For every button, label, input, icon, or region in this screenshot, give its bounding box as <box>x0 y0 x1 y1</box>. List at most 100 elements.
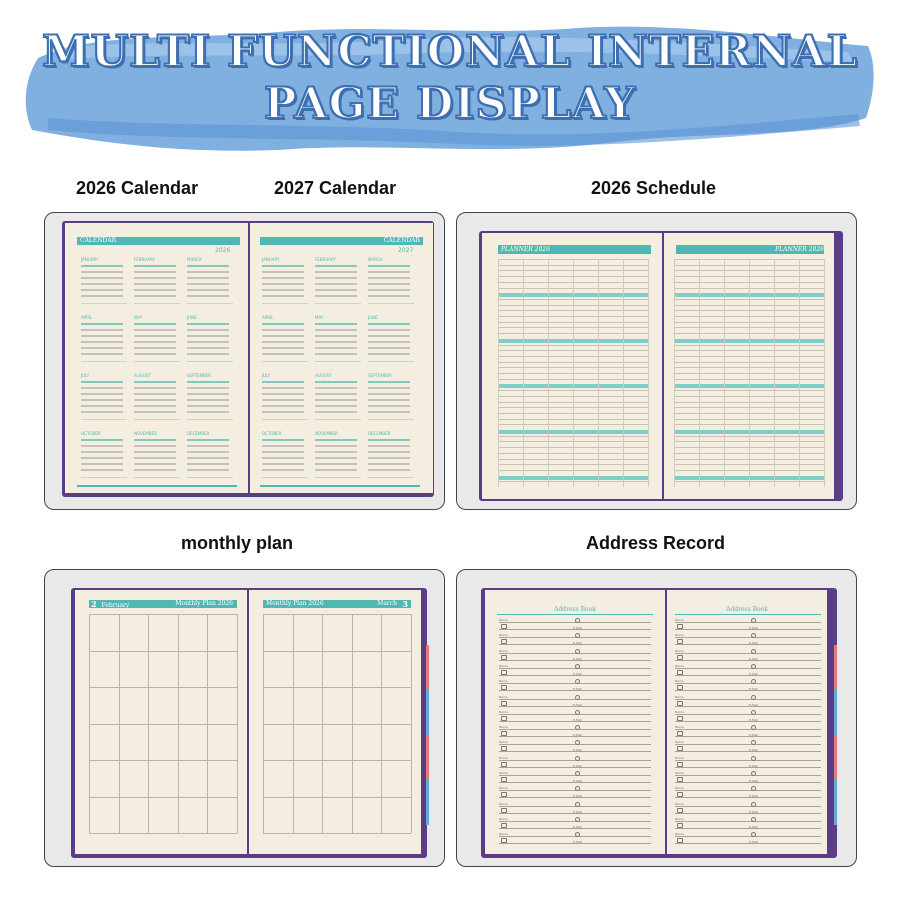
calendar-week-row <box>368 323 410 325</box>
calendar-week-row <box>134 347 176 349</box>
calendar-month-name: SEPTEMBER <box>368 373 392 378</box>
calendar-week-row <box>134 289 176 291</box>
phone-icon <box>677 792 683 798</box>
calendar-week-row <box>262 283 304 285</box>
calendar-week-row <box>187 463 229 465</box>
home-icon <box>751 694 756 700</box>
address-email-label: E-Mail <box>749 687 759 692</box>
monthly-col-line <box>118 614 120 833</box>
calendar-month-name: MAY <box>315 315 324 320</box>
address-line <box>499 782 651 783</box>
calendar-divider <box>262 419 308 420</box>
calendar-week-row <box>315 469 357 471</box>
calendar-week-row <box>81 265 123 267</box>
phone-icon <box>501 731 507 737</box>
phone-icon <box>677 731 683 737</box>
phone-icon <box>677 838 683 844</box>
address-line <box>499 812 651 814</box>
calendar-week-row <box>368 295 410 297</box>
calendar-week-row <box>262 341 304 343</box>
calendar-week-row <box>81 329 123 331</box>
address-name-label: Name <box>499 740 508 745</box>
calendar-week-row <box>187 387 229 389</box>
address-right-page: Address Book Name E-Mail Name E-Mail Name E-M… <box>667 590 827 854</box>
calendar-left-footer-bar <box>77 485 237 487</box>
calendar-month-name: JULY <box>81 373 90 378</box>
calendar-week-row <box>368 387 410 389</box>
address-email-label: E-Mail <box>749 702 759 707</box>
calendar-divider <box>81 477 127 478</box>
calendar-week-row <box>315 323 357 325</box>
address-email-label: E-Mail <box>749 748 759 753</box>
phone-icon <box>677 761 683 767</box>
calendar-week-row <box>315 295 357 297</box>
monthly-row-line <box>263 687 411 688</box>
calendar-week-row <box>187 381 229 383</box>
panel-monthly: 2 February Monthly Plan 2026 Monthly Pla… <box>44 569 445 867</box>
schedule-col <box>623 259 624 487</box>
label-2026-calendar: 2026 Calendar <box>76 178 199 198</box>
calendar-week-row <box>187 283 229 285</box>
monthly-col-line <box>381 614 383 833</box>
address-line <box>675 705 821 707</box>
home-icon <box>575 648 580 654</box>
monthly-right-page: Monthly Plan 2026 March 3 <box>249 590 421 854</box>
calendar-week-row <box>134 323 176 325</box>
calendar-divider <box>134 303 180 304</box>
calendar-week-row <box>134 445 176 447</box>
address-line <box>499 705 651 707</box>
address-email-label: E-Mail <box>749 717 759 722</box>
calendar-right-header: CALENDAR <box>260 237 423 245</box>
monthly-row-line <box>263 614 411 615</box>
calendar-week-row <box>315 283 357 285</box>
calendar-week-row <box>262 329 304 331</box>
calendar-week-row <box>187 451 229 453</box>
address-line <box>675 652 821 654</box>
phone-icon <box>501 639 507 645</box>
calendar-week-row <box>134 335 176 337</box>
calendar-divider <box>81 361 127 362</box>
monthly-right-month-num: 3 <box>402 599 408 609</box>
calendar-week-row <box>134 387 176 389</box>
calendar-week-row <box>134 329 176 331</box>
address-left-rule <box>497 614 653 615</box>
address-line <box>499 751 651 752</box>
calendar-week-row <box>315 335 357 337</box>
calendar-week-row <box>368 439 410 441</box>
address-email-label: E-Mail <box>573 824 583 829</box>
calendar-week-row <box>187 277 229 279</box>
index-tab-red <box>834 645 837 690</box>
address-name-label: Name <box>675 725 684 730</box>
address-line <box>675 659 821 661</box>
calendar-divider <box>368 419 414 420</box>
home-icon <box>751 771 756 776</box>
calendar-week-row <box>315 399 357 401</box>
calendar-divider <box>187 477 233 478</box>
address-line <box>675 720 821 722</box>
address-email-label: E-Mail <box>573 809 583 814</box>
address-left-page: Address Book Name E-Mail Name E-Mail Name E-M… <box>485 590 665 854</box>
calendar-week-row <box>134 399 176 401</box>
calendar-week-row <box>315 353 357 355</box>
address-line <box>499 797 651 798</box>
banner-brush <box>25 26 874 151</box>
calendar-week-row <box>368 353 410 355</box>
calendar-week-row <box>368 283 410 285</box>
monthly-col-line <box>322 614 324 833</box>
calendar-right-footer-bar <box>260 485 420 487</box>
index-tab-blue <box>426 690 429 735</box>
phone-icon <box>677 822 683 828</box>
address-line <box>499 827 651 829</box>
address-email-label: E-Mail <box>749 763 759 768</box>
calendar-week-row <box>368 411 410 413</box>
address-email-label: E-Mail <box>749 779 759 783</box>
calendar-month-name: APRIL <box>81 315 93 320</box>
monthly-right-month-name: March <box>377 600 397 607</box>
calendar-divider <box>134 361 180 362</box>
calendar-week-row <box>187 393 229 395</box>
address-email-label: E-Mail <box>749 733 759 738</box>
address-line <box>499 744 651 745</box>
calendar-week-row <box>81 335 123 337</box>
address-name-label: Name <box>499 755 508 760</box>
address-email-label: E-Mail <box>573 779 583 783</box>
